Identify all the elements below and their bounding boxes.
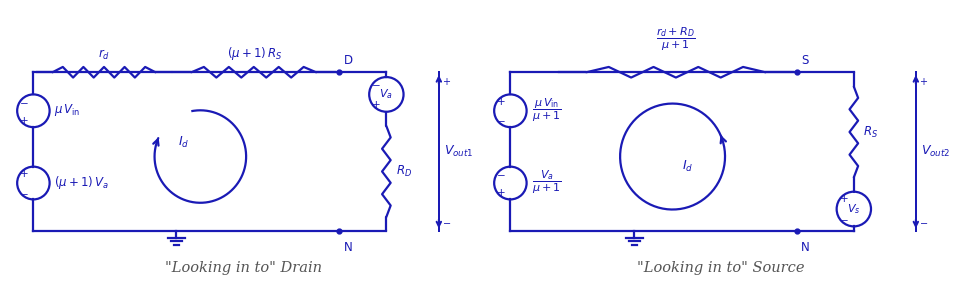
Text: $+$: $+$: [496, 96, 505, 107]
Text: $V_a$: $V_a$: [379, 88, 393, 101]
Text: $V_{out1}$: $V_{out1}$: [443, 144, 473, 159]
Text: N: N: [343, 241, 352, 254]
Text: $+$: $+$: [371, 99, 380, 110]
Text: $-$: $-$: [441, 217, 451, 227]
Text: $r_d$: $r_d$: [98, 48, 110, 62]
Text: $I_d$: $I_d$: [681, 159, 693, 174]
Text: $-$: $-$: [19, 97, 29, 107]
Text: "Looking in to" Drain: "Looking in to" Drain: [165, 261, 321, 275]
Text: $+$: $+$: [19, 168, 29, 179]
Text: S: S: [801, 54, 808, 67]
Text: $-$: $-$: [496, 115, 505, 125]
Text: "Looking in to" Source: "Looking in to" Source: [636, 261, 803, 275]
Text: $V_s$: $V_s$: [846, 202, 860, 216]
Text: N: N: [801, 241, 809, 254]
Text: $V_{out2}$: $V_{out2}$: [920, 144, 949, 159]
Text: $\dfrac{V_a}{\mu + 1}$: $\dfrac{V_a}{\mu + 1}$: [532, 168, 561, 196]
Text: $\dfrac{\mu\,V_{\mathrm{in}}}{\mu + 1}$: $\dfrac{\mu\,V_{\mathrm{in}}}{\mu + 1}$: [532, 96, 561, 124]
Text: $-$: $-$: [19, 188, 29, 198]
Text: $+$: $+$: [496, 187, 505, 198]
Text: $-$: $-$: [371, 79, 380, 89]
Text: $R_S$: $R_S$: [862, 125, 878, 140]
Text: $R_D$: $R_D$: [395, 164, 412, 179]
Text: $-$: $-$: [496, 169, 505, 179]
Text: $\dfrac{r_d + R_D}{\mu + 1}$: $\dfrac{r_d + R_D}{\mu + 1}$: [656, 26, 695, 53]
Text: $\mu\,V_{\mathrm{in}}$: $\mu\,V_{\mathrm{in}}$: [54, 102, 81, 118]
Text: $-$: $-$: [838, 214, 847, 224]
Text: $+$: $+$: [441, 76, 450, 87]
Text: $(\mu+1)\,V_a$: $(\mu+1)\,V_a$: [54, 174, 110, 190]
Text: $(\mu + 1)\,R_S$: $(\mu + 1)\,R_S$: [227, 45, 283, 62]
Text: $+$: $+$: [838, 193, 847, 204]
Text: $-$: $-$: [918, 217, 927, 227]
Text: $+$: $+$: [19, 115, 29, 126]
Text: $I_d$: $I_d$: [177, 135, 189, 150]
Text: $+$: $+$: [918, 76, 926, 87]
Text: D: D: [343, 54, 353, 67]
